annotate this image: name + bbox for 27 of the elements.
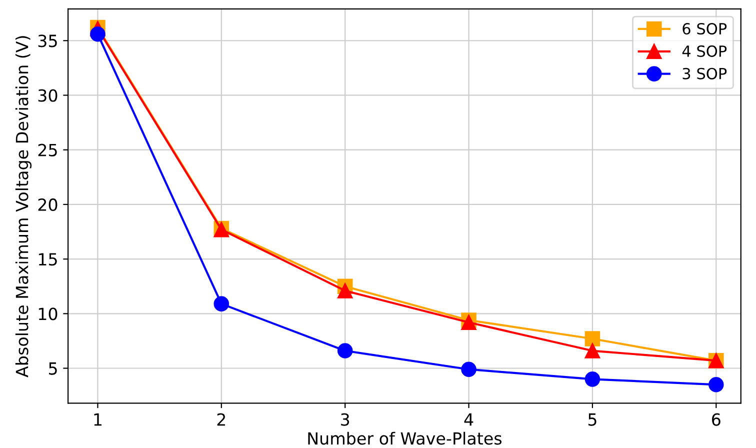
point — [584, 343, 600, 358]
point — [90, 26, 106, 42]
y-tick-label: 35 — [38, 34, 57, 48]
point — [461, 362, 476, 377]
y-tick-label: 5 — [49, 362, 57, 375]
legend-label: 4 SOP — [682, 45, 727, 57]
point — [337, 283, 353, 298]
x-tick-label: 5 — [588, 413, 596, 426]
x-tick-label: 6 — [712, 413, 720, 426]
point — [584, 372, 600, 387]
point — [214, 296, 230, 312]
y-tick-label: 25 — [38, 144, 57, 156]
x-tick-label: 4 — [464, 413, 474, 426]
legend-label: 6 SOP — [682, 22, 727, 35]
legend-label: 3 SOP — [682, 68, 727, 80]
x-tick-label: 1 — [94, 413, 102, 426]
point — [584, 331, 600, 346]
y-tick-label: 10 — [38, 308, 58, 320]
point — [337, 343, 353, 358]
point — [708, 376, 724, 392]
y-axis-title: Absolute Maximum Voltage Deviation (V) — [15, 36, 32, 378]
y-tick-label: 15 — [38, 253, 57, 266]
x-axis-title: Number of Wave-Plates — [308, 432, 502, 445]
x-tick-label: 2 — [217, 413, 226, 426]
y-tick-label: 20 — [38, 198, 58, 212]
y-tick-label: 30 — [38, 89, 58, 102]
x-tick-label: 3 — [341, 413, 350, 426]
